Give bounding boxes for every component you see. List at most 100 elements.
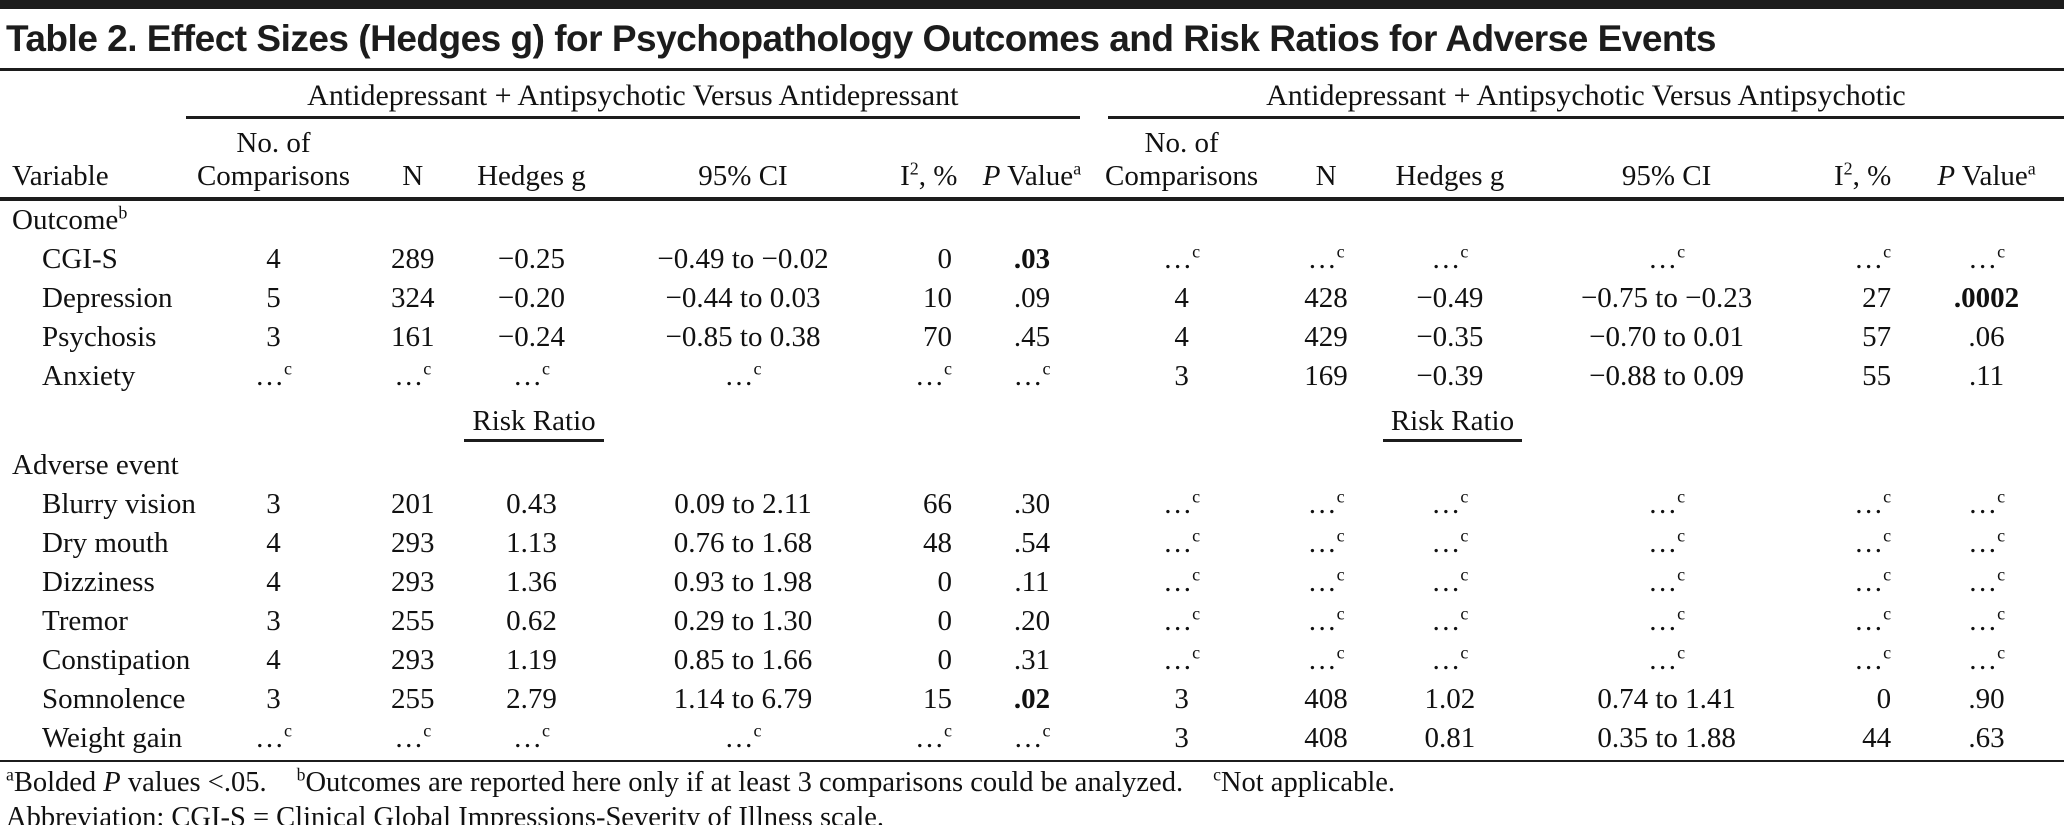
footnote-marker-c: c	[1042, 720, 1051, 741]
cell-comparisons-right: …c	[1094, 524, 1269, 563]
cell-comparisons-left: 4	[266, 566, 281, 599]
not-applicable-value: …	[254, 722, 284, 755]
footnote-c: cNot applicable.	[1213, 766, 1395, 798]
cell-comparisons-left: 3	[266, 605, 281, 638]
p-rest: Value	[1000, 160, 1074, 193]
footnote-marker-c: c	[753, 720, 762, 741]
cell-ci-left: 0.76 to 1.68	[673, 527, 813, 560]
col-header-i2-left: I2, %	[887, 119, 971, 202]
footnote-marker-c: c	[1460, 486, 1469, 507]
cell-ci-left: −0.44 to 0.03	[665, 282, 821, 315]
not-applicable-value: …	[1307, 243, 1337, 276]
not-applicable-value: …	[1968, 243, 1998, 276]
i2-rest: , %	[918, 160, 958, 193]
footnote-marker-c: c	[1192, 241, 1201, 262]
cell-i2-left: 0	[937, 605, 953, 638]
risk-ratio-label: Risk Ratio	[464, 405, 604, 442]
p-rest: Value	[1955, 160, 2028, 193]
cell-ci-right: −0.75 to −0.23	[1580, 282, 1753, 315]
empty-cell	[1094, 396, 1269, 446]
cell-ci-right: …c	[1517, 485, 1816, 524]
cell-n-right: …c	[1269, 524, 1383, 563]
footnote-marker-c: c	[1336, 603, 1345, 624]
cell-n-right: 428	[1304, 282, 1348, 315]
not-applicable-value: …	[1854, 644, 1884, 677]
table-title: Table 2. Effect Sizes (Hedges g) for Psy…	[6, 18, 1716, 59]
not-applicable-value: …	[1307, 644, 1337, 677]
cell-comparisons-left: 4	[266, 243, 281, 276]
comparisons-label: Comparisons	[196, 160, 350, 193]
top-rule	[0, 0, 2064, 9]
cell-hedges-g-right: …c	[1383, 524, 1517, 563]
footnote-marker-c: c	[1997, 603, 2006, 624]
cell-p-value-right: …c	[1909, 563, 2064, 602]
cell-hedges-g-left: …c	[464, 719, 598, 758]
footnote-marker-c: c	[423, 358, 432, 379]
cell-i2-left: 0	[937, 566, 953, 599]
cell-i2-right: 55	[1862, 360, 1892, 393]
cell-comparisons-left: 3	[266, 488, 281, 521]
footnote-text: Outcomes are reported here only if at le…	[305, 767, 1184, 799]
row-label: Depression	[42, 282, 173, 315]
cell-i2-right: …c	[1816, 602, 1909, 641]
col-header-hedges-left: Hedges g	[464, 119, 599, 202]
cell-p-value-left: …c	[970, 719, 1094, 758]
table-row: Depression 5 324 −0.20 −0.44 to 0.03 10 .09 4 42…	[0, 279, 2064, 318]
cell-comparisons-left: 3	[266, 683, 281, 716]
no-of-label: No. of	[236, 127, 311, 160]
cell-p-value-right: .90	[1968, 683, 2005, 716]
footnote-marker-c: c	[1883, 642, 1892, 663]
footnote-marker-c: c	[1192, 486, 1201, 507]
group-header-row: Antidepressant + Antipsychotic Versus An…	[0, 73, 2064, 120]
cell-i2-right: …c	[1816, 240, 1909, 279]
risk-ratio-label-left: Risk Ratio	[464, 396, 604, 446]
footnote-marker-c: c	[1677, 603, 1686, 624]
empty-cell	[1517, 396, 1816, 446]
cell-hedges-g-left: 1.13	[506, 527, 557, 560]
col-header-comparisons-right: No. of Comparisons	[1093, 119, 1270, 202]
footnote-marker-c: c	[1336, 241, 1345, 262]
cell-comparisons-right: 4	[1174, 321, 1189, 354]
footnote-a: aBolded P values <.05.	[6, 766, 267, 798]
footnote-marker-c: c	[944, 720, 953, 741]
section-row: Adverse event	[0, 446, 2064, 485]
cell-ci-left: −0.49 to −0.02	[657, 243, 829, 276]
not-applicable-value: …	[1968, 566, 1998, 599]
cell-n-right: …c	[1269, 641, 1383, 680]
footnote-marker-c: c	[1997, 486, 2006, 507]
cell-n-left: 255	[391, 683, 435, 716]
cell-ci-right: −0.88 to 0.09	[1589, 360, 1745, 393]
table-row: Tremor 3 255 0.62 0.29 to 1.30 0.20 …c …c …c …c …c…	[0, 602, 2064, 641]
footnote-marker-c: c	[1042, 358, 1051, 379]
empty-cell	[1816, 396, 1909, 446]
cell-i2-left: …c	[887, 357, 970, 396]
footnote-marker-c: c	[283, 358, 292, 379]
footnote-marker-c: c	[1883, 603, 1892, 624]
footnote-marker-c: c	[1997, 642, 2006, 663]
cell-comparisons-left: 3	[266, 321, 281, 354]
cell-comparisons-left: …c	[186, 719, 361, 758]
col-header-i2-right: I2, %	[1816, 119, 1910, 202]
cell-p-value-right: …c	[1909, 240, 2064, 279]
title-rule	[0, 68, 2064, 72]
table-row: Weight gain …c …c …c …c …c …c 3 408 0.81 0.35 to 1…	[0, 719, 2064, 758]
cell-i2-right: …c	[1816, 524, 1909, 563]
not-applicable-value: …	[1648, 644, 1678, 677]
footnote-marker-c: c	[1997, 564, 2006, 585]
footnote-marker-c: c	[1883, 241, 1892, 262]
effect-sizes-table: Antidepressant + Antipsychotic Versus An…	[0, 73, 2064, 758]
cell-n-right: …c	[1269, 602, 1383, 641]
not-applicable-value: …	[1431, 644, 1461, 677]
cell-n-left: 255	[391, 605, 435, 638]
cell-comparisons-right: 4	[1174, 282, 1189, 315]
cell-n-left: …c	[361, 719, 464, 758]
cell-ci-left: 0.85 to 1.66	[673, 644, 813, 677]
cell-n-right: 169	[1304, 360, 1348, 393]
cell-comparisons-right: …c	[1094, 563, 1269, 602]
section-row: Outcomeb	[0, 199, 2064, 240]
cell-n-left: 293	[391, 527, 435, 560]
table-row: Psychosis 3 161 −0.24 −0.85 to 0.38 70 .45 4 429…	[0, 318, 2064, 357]
cell-hedges-g-left: −0.25	[497, 243, 565, 276]
cell-i2-right: 57	[1862, 321, 1892, 354]
